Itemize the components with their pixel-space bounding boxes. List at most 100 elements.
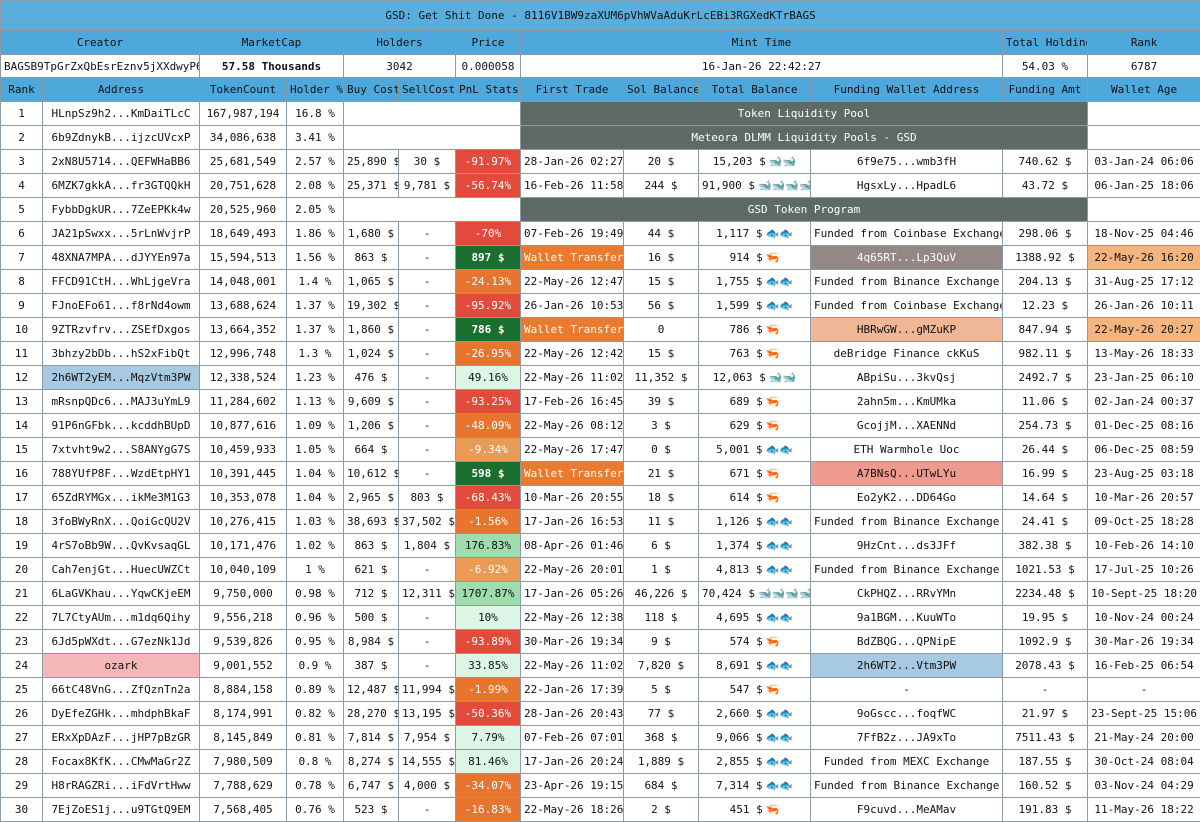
funding-amt-cell: 847.94 $	[1003, 318, 1088, 342]
address-cell[interactable]: ERxXpDAzF...jHP7pBzGR	[43, 726, 200, 750]
address-cell[interactable]: 3bhzy2bDb...hS2xFibQt	[43, 342, 200, 366]
address-cell[interactable]: FFCD91CtH...WhLjgeVra	[43, 270, 200, 294]
fish-icon: 🐟🐟	[765, 275, 792, 288]
pool-label-band: Meteora DLMM Liquidity Pools - GSD	[521, 126, 1088, 150]
total-balance-value: 614 $	[730, 491, 763, 504]
sell-cost-cell: -	[399, 246, 456, 270]
funding-wallet-cell[interactable]: Funded from MEXC Exchange	[811, 750, 1003, 774]
address-cell[interactable]: H8rRAGZRi...iFdVrtHww	[43, 774, 200, 798]
address-cell[interactable]: 6Jd5pWXdt...G7ezNk1Jd	[43, 630, 200, 654]
funding-wallet-cell[interactable]: 2h6WT2...Vtm3PW	[811, 654, 1003, 678]
empty-cost-cell	[344, 126, 521, 150]
address-cell[interactable]: DyEfeZGHk...mhdphBkaF	[43, 702, 200, 726]
buy-cost-cell: 1,065 $	[344, 270, 399, 294]
token-count-cell: 9,750,000	[200, 582, 287, 606]
funding-wallet-cell[interactable]: ETH Warmhole Uoc	[811, 438, 1003, 462]
address-cell[interactable]: Cah7enjGt...HuecUWZCt	[43, 558, 200, 582]
address-cell[interactable]: 2xN8U5714...QEFWHaBB6	[43, 150, 200, 174]
holder-pct-cell: 1.04 %	[287, 486, 344, 510]
col-pnl-stats: PnL Stats	[456, 78, 521, 102]
col-sol-balance: Sol Balance	[624, 78, 699, 102]
address-cell[interactable]: 6LaGVKhau...YqwCKjeEM	[43, 582, 200, 606]
funding-wallet-cell[interactable]: ABpiSu...3kvQsj	[811, 366, 1003, 390]
funding-wallet-cell[interactable]: F9cuvd...MeAMav	[811, 798, 1003, 822]
funding-wallet-cell[interactable]: GcojjM...XAENNd	[811, 414, 1003, 438]
creator-address[interactable]: BAGSB9TpGrZxQbEsrEznv5jXXdwyP6AXerN8aVRi…	[1, 55, 200, 78]
funding-wallet-cell[interactable]: 9a1BGM...KuuWTo	[811, 606, 1003, 630]
sol-balance-cell: 1,889 $	[624, 750, 699, 774]
funding-wallet-cell[interactable]: 2ahn5m...KmUMka	[811, 390, 1003, 414]
address-cell[interactable]: 6b9ZdnykB...ijzcUVcxP	[43, 126, 200, 150]
pnl-cell: 598 $	[456, 462, 521, 486]
funding-wallet-cell[interactable]: 9HzCnt...ds3JFf	[811, 534, 1003, 558]
funding-wallet-cell[interactable]: 7FfB2z...JA9xTo	[811, 726, 1003, 750]
address-cell[interactable]: 48XNA7MPA...dJYYEn97a	[43, 246, 200, 270]
address-cell[interactable]: 7L7CtyAUm...m1dq6Qihy	[43, 606, 200, 630]
address-cell[interactable]: 65ZdRYMGx...ikMe3M1G3	[43, 486, 200, 510]
address-cell[interactable]: 4rS7oBb9W...QvKvsaqGL	[43, 534, 200, 558]
token-count-cell: 13,664,352	[200, 318, 287, 342]
address-cell[interactable]: 6MZK7gkkA...fr3GTQQkH	[43, 174, 200, 198]
funding-wallet-cell[interactable]: HBRwGW...gMZuKP	[811, 318, 1003, 342]
address-cell[interactable]: 2h6WT2yEM...MqzVtm3PW	[43, 366, 200, 390]
buy-cost-cell: 12,487 $	[344, 678, 399, 702]
funding-wallet-cell[interactable]: Funded from Coinbase Exchange	[811, 294, 1003, 318]
address-cell[interactable]: 91P6nGFbk...kcddhBUpD	[43, 414, 200, 438]
address-cell[interactable]: 66tC48VnG...ZfQznTn2a	[43, 678, 200, 702]
buy-cost-cell: 500 $	[344, 606, 399, 630]
funding-wallet-cell[interactable]: A7BNsQ...UTwLYu	[811, 462, 1003, 486]
sol-balance-cell: 684 $	[624, 774, 699, 798]
fish-icon: 🐟🐟	[765, 515, 792, 528]
address-cell[interactable]: FybbDgkUR...7ZeEPKk4w	[43, 198, 200, 222]
address-cell[interactable]: HLnpSz9h2...KmDaiTLcC	[43, 102, 200, 126]
funding-wallet-cell[interactable]: Funded from Binance Exchange	[811, 558, 1003, 582]
pnl-cell: 10%	[456, 606, 521, 630]
sell-cost-cell: -	[399, 654, 456, 678]
funding-wallet-cell[interactable]: BdZBQG...QPNipE	[811, 630, 1003, 654]
address-cell[interactable]: FJnoEFo61...f8rNd4owm	[43, 294, 200, 318]
address-cell[interactable]: 3foBWyRnX...QoiGcQU2V	[43, 510, 200, 534]
funding-wallet-cell[interactable]: Funded from Binance Exchange	[811, 270, 1003, 294]
creator-header: Creator	[1, 31, 200, 55]
total-balance-cell: 1,126 $🐟🐟	[699, 510, 811, 534]
token-count-cell: 9,539,826	[200, 630, 287, 654]
whale-icon: 🐋🐋	[769, 371, 796, 384]
funding-wallet-cell[interactable]: Funded from Coinbase Exchange	[811, 222, 1003, 246]
address-cell[interactable]: 9ZTRzvfrv...ZSEfDxgos	[43, 318, 200, 342]
total-balance-cell: 15,203 $🐋🐋	[699, 150, 811, 174]
wallet-age-cell: 03-Nov-24 04:29	[1088, 774, 1200, 798]
rank-cell: 16	[1, 462, 43, 486]
token-count-cell: 10,391,445	[200, 462, 287, 486]
rank-cell: 15	[1, 438, 43, 462]
funding-wallet-cell[interactable]: -	[811, 678, 1003, 702]
marketcap-value: 57.58 Thousands	[200, 55, 344, 78]
funding-wallet-cell[interactable]: 6f9e75...wmb3fH	[811, 150, 1003, 174]
address-cell[interactable]: 7xtvht9w2...S8ANYgG7S	[43, 438, 200, 462]
funding-wallet-cell[interactable]: Funded from Binance Exchange	[811, 774, 1003, 798]
pnl-cell: -6.92%	[456, 558, 521, 582]
funding-wallet-cell[interactable]: deBridge Finance ckKuS	[811, 342, 1003, 366]
funding-wallet-cell[interactable]: Eo2yK2...DD64Go	[811, 486, 1003, 510]
address-cell[interactable]: Focax8KfK...CMwMaGr2Z	[43, 750, 200, 774]
funding-wallet-cell[interactable]: 9oGscc...foqfWC	[811, 702, 1003, 726]
funding-wallet-cell[interactable]: Funded from Binance Exchange	[811, 510, 1003, 534]
funding-wallet-cell[interactable]: 4q65RT...Lp3QuV	[811, 246, 1003, 270]
funding-wallet-cell[interactable]: CkPHQZ...RRvYMn	[811, 582, 1003, 606]
empty-cost-cell	[344, 198, 521, 222]
address-cell[interactable]: 788YUfP8F...WzdEtpHY1	[43, 462, 200, 486]
funding-wallet-cell[interactable]: HgsxLy...HpadL6	[811, 174, 1003, 198]
address-cell[interactable]: mRsnpQDc6...MAJ3uYmL9	[43, 390, 200, 414]
total-balance-cell: 1,755 $🐟🐟	[699, 270, 811, 294]
total-balance-cell: 671 $🦐	[699, 462, 811, 486]
fish-icon: 🐟🐟	[765, 707, 792, 720]
address-cell[interactable]: JA21pSwxx...5rLnWvjrP	[43, 222, 200, 246]
first-trade-cell: 22-Jan-26 17:39	[521, 678, 624, 702]
address-cell[interactable]: ozark	[43, 654, 200, 678]
address-cell[interactable]: 7EjZoES1j...u9TGtQ9EM	[43, 798, 200, 822]
first-trade-cell: 22-May-26 12:47	[521, 270, 624, 294]
